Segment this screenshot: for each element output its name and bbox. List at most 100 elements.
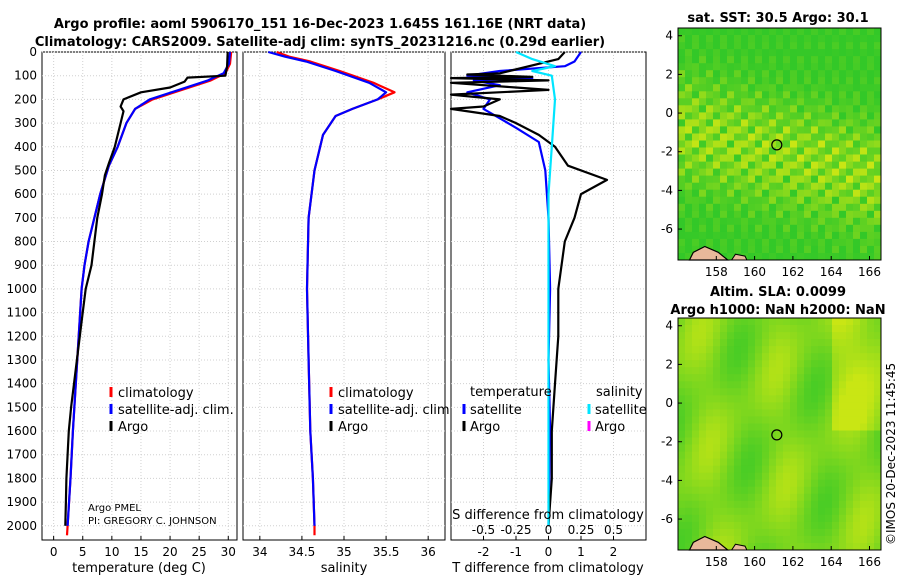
map-cell: [804, 147, 812, 155]
map-cell: [678, 339, 686, 347]
map-cell: [832, 35, 840, 43]
map-cell: [678, 154, 686, 162]
map-cell: [678, 507, 686, 516]
map-cell: [846, 339, 854, 347]
map-cell: [839, 253, 847, 261]
map-cell: [846, 182, 854, 191]
map-cell: [713, 437, 721, 445]
map-cell: [797, 465, 805, 474]
map-cell: [762, 367, 770, 375]
map-cell: [699, 49, 707, 57]
map-cell: [727, 318, 735, 326]
map-cell: [762, 63, 770, 71]
map-cell: [797, 479, 805, 488]
map-cell: [727, 381, 735, 389]
map-cell: [727, 507, 735, 516]
map-cell: [685, 535, 693, 544]
map-cell: [839, 224, 847, 233]
map-cell: [776, 339, 784, 347]
map-cell: [720, 63, 728, 71]
map-cell: [860, 253, 868, 261]
sst-map-title: sat. SST: 30.5 Argo: 30.1: [687, 11, 868, 26]
map-cell: [804, 444, 812, 452]
map-cell: [685, 217, 693, 226]
legend-s-satellite: satellite: [595, 403, 647, 418]
map-cell: [678, 217, 686, 226]
map-cell: [839, 486, 847, 495]
map-cell: [713, 98, 721, 106]
map-cell: [832, 140, 840, 148]
map-cell: [783, 133, 791, 141]
map-cell: [706, 77, 714, 85]
map-cell: [748, 245, 756, 254]
map-cell: [860, 196, 868, 205]
map-cell: [853, 332, 861, 340]
map-cell: [692, 140, 700, 148]
map-cell: [678, 210, 686, 219]
map-cell: [832, 147, 840, 155]
argo-location-marker: [771, 429, 783, 441]
map-cell: [699, 521, 707, 530]
map-cell: [867, 332, 875, 340]
map-cell: [867, 325, 875, 333]
map-cell: [797, 409, 805, 417]
map-cell: [706, 56, 714, 64]
map-cell: [699, 472, 707, 481]
map-cell: [825, 112, 833, 120]
map-cell: [734, 35, 742, 43]
map-cell: [874, 451, 882, 460]
map-cell: [720, 84, 728, 92]
map-cell: [811, 535, 819, 544]
map-cell: [699, 63, 707, 71]
map-cell: [762, 339, 770, 347]
map-cell: [797, 528, 805, 537]
map-cell: [797, 133, 805, 141]
map-cell: [818, 437, 826, 445]
map-cell: [734, 224, 742, 233]
map-cell: [790, 360, 798, 368]
map-cell: [692, 430, 700, 438]
map-cell: [783, 161, 791, 170]
map-cell: [825, 182, 833, 191]
map-cell: [811, 28, 819, 36]
map-cell: [867, 367, 875, 375]
map-cell: [832, 231, 840, 240]
map-cell: [783, 395, 791, 403]
map-cell: [685, 98, 693, 106]
map-cell: [685, 381, 693, 389]
map-cell: [769, 28, 777, 36]
map-cell: [846, 133, 854, 141]
map-cell: [699, 486, 707, 495]
map-cell: [748, 451, 756, 460]
map-cell: [832, 105, 840, 113]
map-cell: [706, 154, 714, 162]
map-cell: [846, 395, 854, 403]
map-cell: [720, 35, 728, 43]
map-cell: [860, 465, 868, 474]
map-cell: [804, 224, 812, 233]
map-cell: [818, 507, 826, 516]
map-cell: [860, 133, 868, 141]
map-cell: [678, 126, 686, 134]
map-cell: [867, 465, 875, 474]
y-tick-label: 300: [14, 116, 37, 130]
map-cell: [853, 154, 861, 162]
map-cell: [853, 388, 861, 396]
map-cell: [804, 507, 812, 516]
map-cell: [825, 126, 833, 134]
map-cell: [699, 112, 707, 120]
map-cell: [783, 203, 791, 212]
map-cell: [699, 402, 707, 410]
map-cell: [853, 360, 861, 368]
map-cell: [748, 395, 756, 403]
map-cell: [748, 140, 756, 148]
map-cell: [741, 318, 749, 326]
map-cell: [748, 339, 756, 347]
map-cell: [797, 451, 805, 460]
map-cell: [748, 63, 756, 71]
map-cell: [699, 126, 707, 134]
map-cell: [839, 339, 847, 347]
map-cell: [811, 395, 819, 403]
map-cell: [678, 98, 686, 106]
map-cell: [769, 409, 777, 417]
